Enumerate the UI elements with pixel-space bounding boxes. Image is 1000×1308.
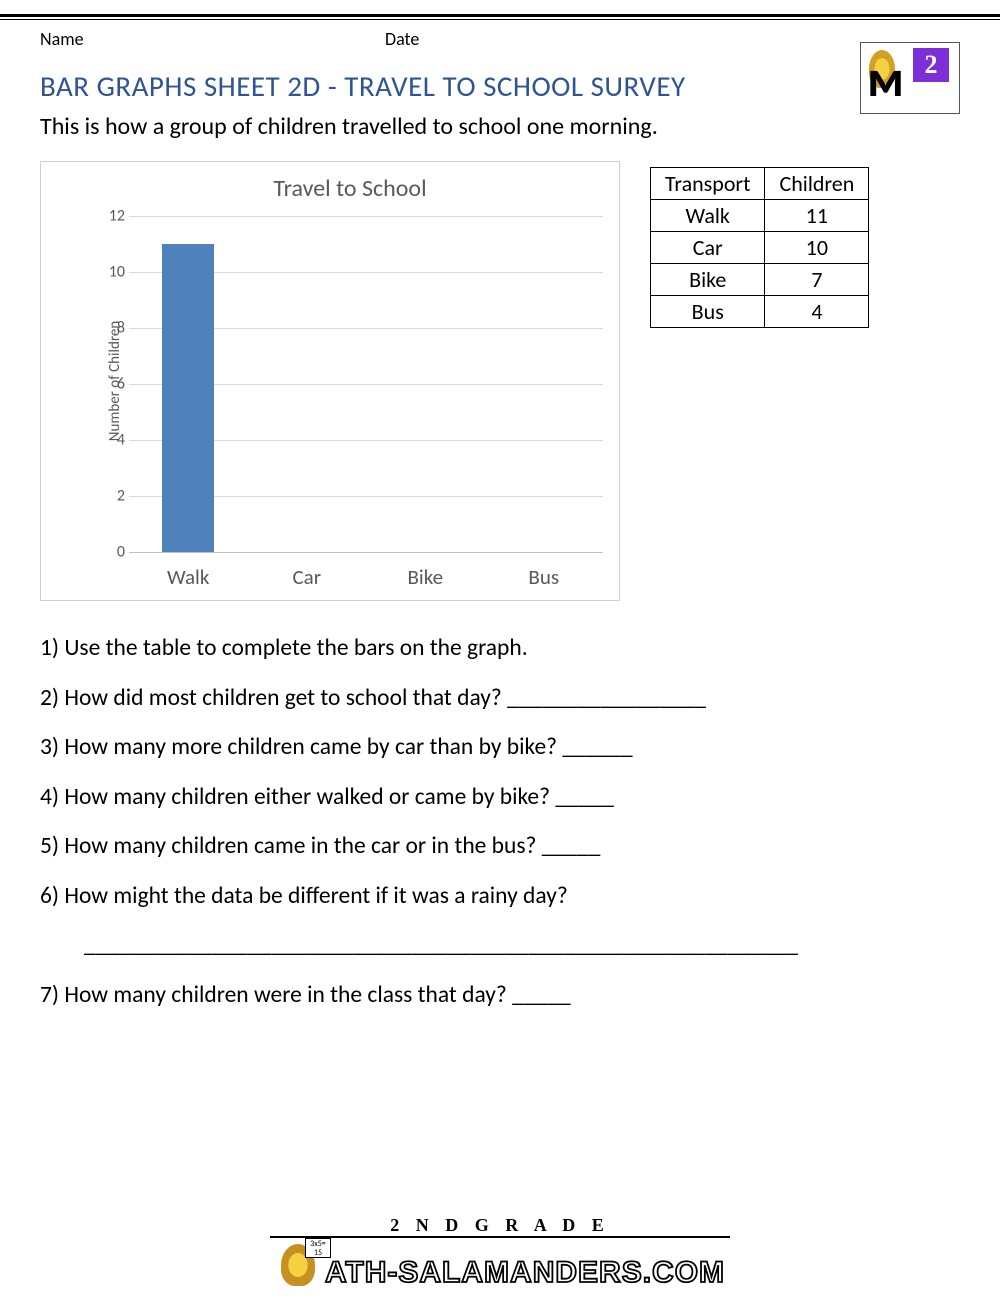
bars-group [129, 216, 603, 552]
name-label: Name [40, 28, 385, 50]
questions-list: 1) Use the table to complete the bars on… [40, 637, 960, 1007]
top-rule [0, 14, 1000, 20]
x-axis-labels: WalkCarBikeBus [129, 564, 603, 590]
x-tick-label: Bike [366, 564, 485, 590]
bar-chart: Travel to School Number of Children 0246… [40, 161, 620, 601]
question-1: 1) Use the table to complete the bars on… [40, 637, 960, 661]
table-cell: Walk [651, 200, 765, 232]
question-5: 5) How many children came in the car or … [40, 835, 960, 859]
table-row: Car10 [651, 232, 869, 264]
table-cell: 10 [765, 232, 869, 264]
table-cell: 4 [765, 296, 869, 328]
table-cell: Car [651, 232, 765, 264]
table-cell: Bike [651, 264, 765, 296]
x-tick-label: Bus [485, 564, 604, 590]
x-tick-label: Car [248, 564, 367, 590]
table-cell: 7 [765, 264, 869, 296]
bar-slot [129, 216, 248, 552]
table-row: Walk11 [651, 200, 869, 232]
table-header-row: TransportChildren [651, 168, 869, 200]
table-cell: 11 [765, 200, 869, 232]
bar-walk [162, 244, 214, 552]
question-6: 6) How might the data be different if it… [40, 885, 960, 909]
question-3: 3) How many more children came by car th… [40, 736, 960, 760]
bar-slot [248, 216, 367, 552]
meta-row: Name Date [40, 28, 960, 50]
table-header-cell: Children [765, 168, 869, 200]
footer-flashcard-icon: 3x5= 15 [305, 1238, 331, 1258]
table-header-cell: Transport [651, 168, 765, 200]
question-4: 4) How many children either walked or ca… [40, 786, 960, 810]
grade-logo: 2 ᴍ [860, 42, 960, 114]
y-tick-label: 0 [97, 543, 125, 562]
footer: 2 N D G R A D E 3x5= 15 ATH-SALAMANDERS.… [0, 1215, 1000, 1290]
footer-grade: 2 N D G R A D E [0, 1215, 1000, 1236]
y-tick-label: 8 [97, 319, 125, 338]
plot-area: 024681012 [99, 216, 603, 552]
y-tick-label: 4 [97, 431, 125, 450]
logo-m-icon: ᴍ [867, 46, 896, 110]
y-tick-label: 10 [97, 263, 125, 282]
y-tick-label: 6 [97, 375, 125, 394]
worksheet-subtitle: This is how a group of children travelle… [40, 112, 960, 141]
bar-slot [485, 216, 604, 552]
bar-slot [366, 216, 485, 552]
worksheet-title: BAR GRAPHS SHEET 2D - TRAVEL TO SCHOOL S… [40, 68, 960, 104]
chart-title: Travel to School [51, 174, 609, 203]
y-tick-label: 12 [97, 207, 125, 226]
gridline [129, 552, 603, 553]
footer-brand: ATH-SALAMANDERS.COM [325, 1256, 725, 1290]
data-table: TransportChildren Walk11Car10Bike7Bus4 [650, 167, 869, 328]
table-body: Walk11Car10Bike7Bus4 [651, 200, 869, 328]
date-label: Date [385, 28, 419, 50]
question-6-blank: ________________________________________… [84, 934, 960, 958]
table-cell: Bus [651, 296, 765, 328]
grade-badge: 2 [913, 48, 949, 82]
footer-salamander-icon: 3x5= 15 [275, 1240, 325, 1290]
table-row: Bus4 [651, 296, 869, 328]
x-tick-label: Walk [129, 564, 248, 590]
table-row: Bike7 [651, 264, 869, 296]
footer-rule [270, 1236, 730, 1238]
question-7: 7) How many children were in the class t… [40, 984, 960, 1008]
y-tick-label: 2 [97, 487, 125, 506]
question-2: 2) How did most children get to school t… [40, 687, 960, 711]
